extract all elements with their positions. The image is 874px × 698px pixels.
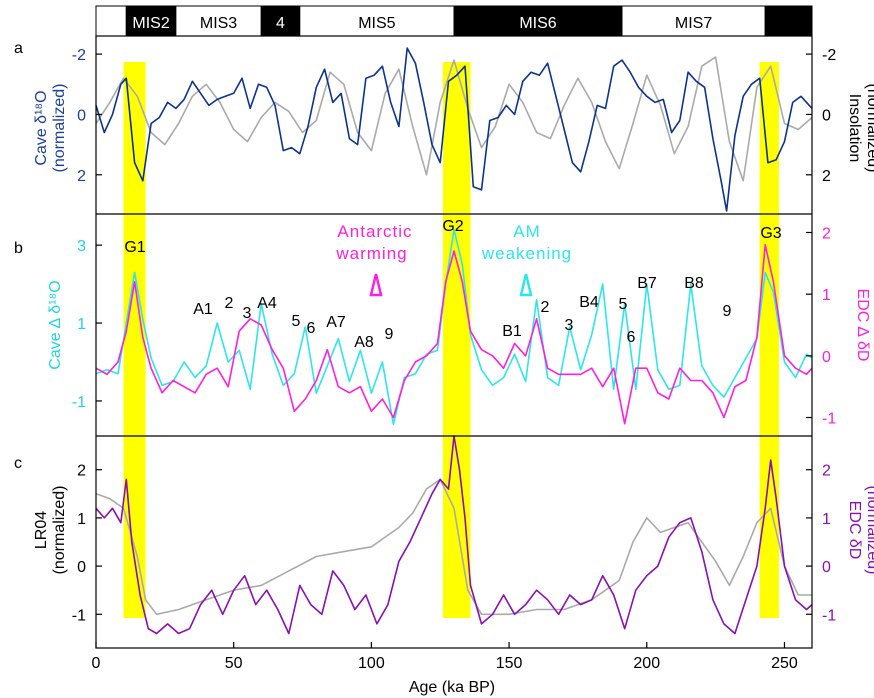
ytick-a-right-label-2: 2 [822, 168, 831, 185]
event-b-5: 6 [627, 329, 636, 346]
label-weakening: weakening [481, 244, 572, 263]
label-g1: G1 [124, 239, 145, 256]
panel-label-a: a [14, 40, 23, 57]
event-b-0: B1 [502, 323, 522, 340]
arrow-warming [369, 273, 383, 297]
event-a-4: 5 [292, 313, 301, 330]
mis-stage-bar: MIS2 MIS3 4 MIS5 MIS6 MIS7 [95, 5, 813, 37]
ylabel-c-right-2: (normalized) [864, 486, 874, 575]
series-insolation [95, 56, 813, 182]
ytick-b-right-label-3: 2 [822, 226, 831, 243]
mis-segment-7 [764, 5, 813, 37]
xtick-label-3: 150 [496, 655, 523, 672]
ylabel-a-right-2: (normalized) [864, 84, 874, 173]
mis-label-1: MIS2 [132, 15, 169, 32]
ylabel-a-right-1: Insolation [846, 94, 863, 163]
panel-label-b: b [14, 240, 23, 257]
event-b-1: 2 [541, 299, 550, 316]
ytick-c-left-label-1: 0 [77, 559, 86, 576]
event-a-7: A8 [354, 334, 374, 351]
xlabel: Age (ka BP) [409, 679, 495, 696]
ytick-c-left-label-3: 2 [77, 463, 86, 480]
xtick-label-1: 50 [225, 655, 243, 672]
ylabel-a-left-2: (normalized) [51, 84, 68, 173]
ytick-c-right-label-0: -1 [822, 607, 836, 624]
ytick-a-right-label-0: -2 [822, 47, 836, 64]
mis-label-2: MIS3 [200, 15, 237, 32]
label-g3: G3 [760, 225, 781, 242]
event-a-3: A4 [257, 295, 277, 312]
ylabel-c-left-2: (normalized) [51, 486, 68, 575]
ytick-b-right-label-1: 0 [822, 349, 831, 366]
event-b-6: B7 [637, 275, 657, 292]
ytick-b-right-label-0: -1 [822, 411, 836, 428]
ytick-c-right-label-3: 2 [822, 463, 831, 480]
ytick-b-right-label-2: 1 [822, 287, 831, 304]
label-warming: warming [335, 244, 407, 263]
series-edc-delta [95, 244, 813, 425]
ytick-c-left-label-0: -1 [72, 607, 86, 624]
ylabel-b-right: EDC ∆ δD [854, 289, 871, 362]
event-b-4: 5 [619, 296, 628, 313]
ytick-c-right-label-1: 0 [822, 559, 831, 576]
xtick-label-2: 100 [358, 655, 385, 672]
mis-segment-5 [453, 5, 623, 37]
xtick-label-4: 200 [633, 655, 660, 672]
mis-segment-1 [125, 5, 177, 37]
ytick-a-left-label-2: 2 [77, 168, 86, 185]
ytick-b-left-label-2: 3 [77, 238, 86, 255]
event-a-0: A1 [193, 301, 213, 318]
axis-ticks: -2 0 2 -2 0 2 -1 1 3 -1 0 1 2 -1 0 1 2 -1 0 1 2 0 50 100 150 200 2… [72, 47, 837, 672]
label-am: AM [513, 222, 541, 241]
ytick-a-left-label-1: 0 [77, 107, 86, 124]
xtick-label-0: 0 [92, 655, 101, 672]
highlight-band-3 [759, 62, 779, 618]
panel-frames [95, 35, 813, 649]
event-b-3: B4 [579, 294, 599, 311]
arrow-weakening [519, 273, 533, 297]
event-a-2: 3 [243, 305, 252, 322]
highlight-band-1 [123, 62, 146, 618]
mis-label-6: MIS7 [675, 15, 712, 32]
event-a-8: 9 [385, 326, 394, 343]
plot-frame [95, 35, 813, 649]
label-g2: G2 [442, 218, 463, 235]
mis-segment-0 [95, 5, 127, 37]
mis-segment-2 [175, 5, 262, 37]
ytick-b-left-label-0: -1 [72, 394, 86, 411]
mis-segment-6 [621, 5, 766, 37]
xtick-label-5: 250 [771, 655, 798, 672]
mis-label-3: 4 [276, 15, 285, 32]
ytick-c-right-label-2: 1 [822, 511, 831, 528]
event-a-1: 2 [225, 295, 234, 312]
ylabel-c-right-1: EDC δD [846, 501, 863, 560]
mis-segment-3 [260, 5, 301, 37]
event-a-6: A7 [326, 314, 346, 331]
panel-label-c: c [14, 455, 22, 472]
ylabel-b-left: Cave ∆ δ¹⁸O [47, 280, 64, 369]
ytick-a-left-label-0: -2 [72, 47, 86, 64]
ylabel-a-left-1: Cave δ¹⁸O [33, 90, 50, 165]
event-b-7: B8 [684, 275, 704, 292]
ytick-c-left-label-2: 1 [77, 511, 86, 528]
event-a-5: 6 [307, 320, 316, 337]
ytick-a-right-label-1: 0 [822, 107, 831, 124]
series-cave-delta [95, 228, 813, 426]
ylabel-c-left-1: LR04 [33, 511, 50, 549]
series-cave-d18o [95, 47, 813, 212]
mis-label-5: MIS6 [519, 15, 556, 32]
ytick-b-left-label-1: 1 [77, 316, 86, 333]
mis-label-4: MIS5 [358, 15, 395, 32]
event-b-2: 3 [565, 317, 574, 334]
event-b-8: 9 [723, 303, 732, 320]
label-antarctic: Antarctic [337, 222, 412, 241]
